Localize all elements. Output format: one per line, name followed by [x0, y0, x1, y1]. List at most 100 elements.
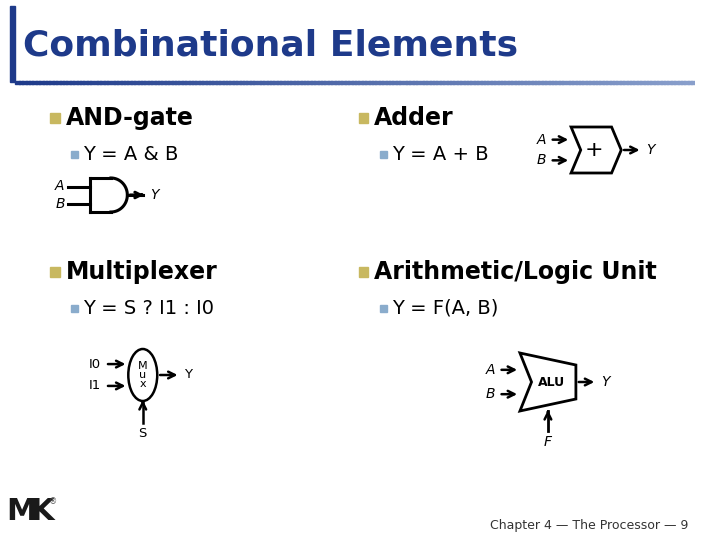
Bar	[151, 81, 156, 84]
Bar	[56, 81, 60, 84]
Bar	[674, 81, 678, 84]
Bar	[141, 81, 145, 84]
Ellipse shape	[128, 349, 157, 401]
Bar	[464, 81, 468, 84]
Bar	[423, 81, 427, 84]
Bar	[195, 81, 199, 84]
Bar	[481, 81, 485, 84]
Bar	[569, 81, 573, 84]
Bar	[219, 81, 223, 84]
Bar	[158, 81, 163, 84]
Bar	[100, 81, 104, 84]
Bar	[206, 81, 210, 84]
Text: Y = F(A, B): Y = F(A, B)	[392, 299, 498, 318]
Bar	[66, 81, 71, 84]
Text: Y: Y	[647, 143, 654, 157]
Bar	[385, 81, 390, 84]
Bar	[603, 81, 607, 84]
Bar	[256, 81, 261, 84]
Bar	[32, 81, 37, 84]
Text: Arithmetic/Logic Unit: Arithmetic/Logic Unit	[374, 260, 657, 284]
Bar	[359, 267, 369, 277]
Bar	[484, 81, 488, 84]
Bar	[161, 81, 166, 84]
Bar	[600, 81, 604, 84]
Bar	[179, 81, 183, 84]
Bar	[657, 81, 662, 84]
Bar	[406, 81, 410, 84]
Bar	[335, 81, 339, 84]
Bar	[107, 81, 112, 84]
Bar	[222, 81, 227, 84]
Bar	[678, 81, 682, 84]
Bar	[589, 81, 594, 84]
Bar	[230, 81, 234, 84]
Bar	[470, 81, 474, 84]
Bar	[392, 81, 397, 84]
Bar	[226, 81, 230, 84]
Polygon shape	[571, 127, 621, 173]
Text: AND-gate: AND-gate	[66, 106, 194, 130]
Bar	[396, 81, 400, 84]
Bar	[525, 81, 529, 84]
Bar	[182, 81, 186, 84]
Bar	[389, 81, 393, 84]
Bar	[636, 81, 642, 84]
Text: B: B	[536, 153, 546, 167]
Bar	[681, 81, 685, 84]
Bar	[236, 81, 240, 84]
Bar	[382, 81, 387, 84]
Bar	[521, 81, 526, 84]
Bar	[372, 81, 377, 84]
Bar	[280, 81, 284, 84]
Bar	[124, 81, 128, 84]
Bar	[53, 81, 57, 84]
Bar	[70, 81, 74, 84]
Bar	[654, 81, 658, 84]
Bar	[535, 81, 539, 84]
Text: Adder: Adder	[374, 106, 454, 130]
Bar	[440, 81, 444, 84]
Bar	[620, 81, 624, 84]
Text: M: M	[6, 497, 37, 526]
Bar	[189, 81, 193, 84]
Text: x: x	[140, 379, 146, 389]
Bar	[84, 81, 88, 84]
Text: Chapter 4 — The Processor — 9: Chapter 4 — The Processor — 9	[490, 519, 689, 532]
Bar	[321, 81, 325, 84]
Bar	[42, 81, 47, 84]
Bar	[667, 81, 672, 84]
Text: ALU: ALU	[539, 375, 565, 388]
Bar	[410, 81, 414, 84]
Bar	[688, 81, 692, 84]
Bar	[63, 81, 68, 84]
Bar	[290, 81, 294, 84]
Bar	[314, 81, 319, 84]
Bar	[402, 81, 407, 84]
Bar	[505, 81, 509, 84]
Bar	[71, 151, 78, 158]
Bar	[117, 81, 122, 84]
Bar	[175, 81, 179, 84]
Bar	[301, 81, 305, 84]
Bar	[541, 81, 546, 84]
Text: I1: I1	[89, 380, 102, 393]
Polygon shape	[520, 353, 576, 411]
Bar	[266, 81, 271, 84]
Bar	[114, 81, 118, 84]
Bar	[284, 81, 288, 84]
Bar	[26, 81, 30, 84]
Bar	[508, 81, 512, 84]
Text: Combinational Elements: Combinational Elements	[23, 29, 518, 63]
Bar	[606, 81, 611, 84]
Text: Y = A + B: Y = A + B	[392, 145, 488, 164]
Bar	[380, 151, 387, 158]
Bar	[413, 81, 417, 84]
Bar	[338, 81, 343, 84]
Bar	[253, 81, 258, 84]
Bar	[582, 81, 587, 84]
Bar	[145, 81, 149, 84]
Bar	[593, 81, 597, 84]
Text: A: A	[536, 133, 546, 147]
Bar	[565, 81, 570, 84]
